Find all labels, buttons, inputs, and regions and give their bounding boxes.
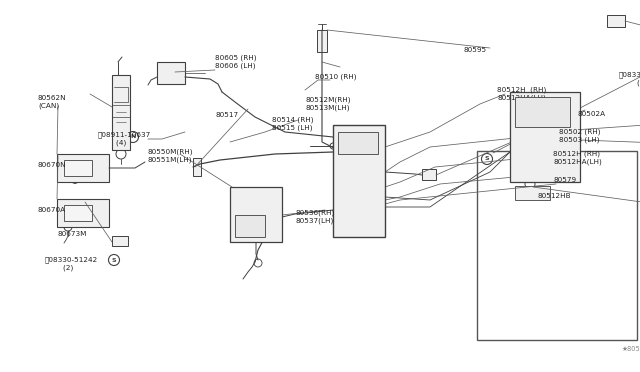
Bar [112,236,128,246]
Text: S: S [484,157,490,161]
Text: N: N [131,135,136,140]
Text: 80512H (RH)
80512HA(LH): 80512H (RH) 80512HA(LH) [553,151,602,165]
Bar [57,154,109,182]
Bar [477,151,637,340]
Text: 80512M(RH)
80513M(LH): 80512M(RH) 80513M(LH) [305,97,351,111]
Text: 80512H  (RH)
80512HA(LH): 80512H (RH) 80512HA(LH) [497,87,547,101]
Text: 80502A: 80502A [577,111,605,117]
Bar [57,199,109,227]
Bar [317,30,327,52]
Bar [193,158,201,176]
Text: 80502 (RH)
80503 (LH): 80502 (RH) 80503 (LH) [559,129,600,143]
Bar [157,62,185,84]
Text: 80536(RH)
80537(LH): 80536(RH) 80537(LH) [296,210,335,224]
Bar [333,125,385,237]
Bar [235,215,265,237]
Text: S: S [112,257,116,263]
Text: 80550M(RH)
80551M(LH): 80550M(RH) 80551M(LH) [148,149,193,163]
Bar [515,186,550,200]
Text: 80670A: 80670A [37,207,65,213]
Text: ⓝ08911-10637
        (4): ⓝ08911-10637 (4) [98,132,151,146]
Bar [338,132,378,154]
Bar [64,205,92,221]
Text: 80562N
(CAN): 80562N (CAN) [38,95,67,109]
Bar [510,92,580,182]
Text: 80579: 80579 [554,177,577,183]
Text: 80510 (RH): 80510 (RH) [315,74,356,80]
Bar [510,112,542,154]
Text: 80595: 80595 [463,47,486,53]
Text: 80673M: 80673M [57,231,86,237]
Bar [112,75,130,150]
Text: Ⓝ08330-6255J
        (6): Ⓝ08330-6255J (6) [619,72,640,86]
Text: 80670N: 80670N [37,162,66,168]
Bar [607,15,625,27]
Bar [422,169,436,180]
Text: Ⓝ08330-51242
        (2): Ⓝ08330-51242 (2) [45,257,99,271]
Text: 80514 (RH)
80515 (LH): 80514 (RH) 80515 (LH) [272,117,314,131]
Bar [64,160,92,176]
Text: 80512HB: 80512HB [538,193,572,199]
Bar [513,130,539,150]
Bar [515,97,570,127]
Bar [230,187,282,242]
Text: ★805⁩0069: ★805⁩0069 [622,345,640,352]
Text: 80517: 80517 [215,112,238,118]
Text: 80605 (RH)
80606 (LH): 80605 (RH) 80606 (LH) [215,55,257,69]
